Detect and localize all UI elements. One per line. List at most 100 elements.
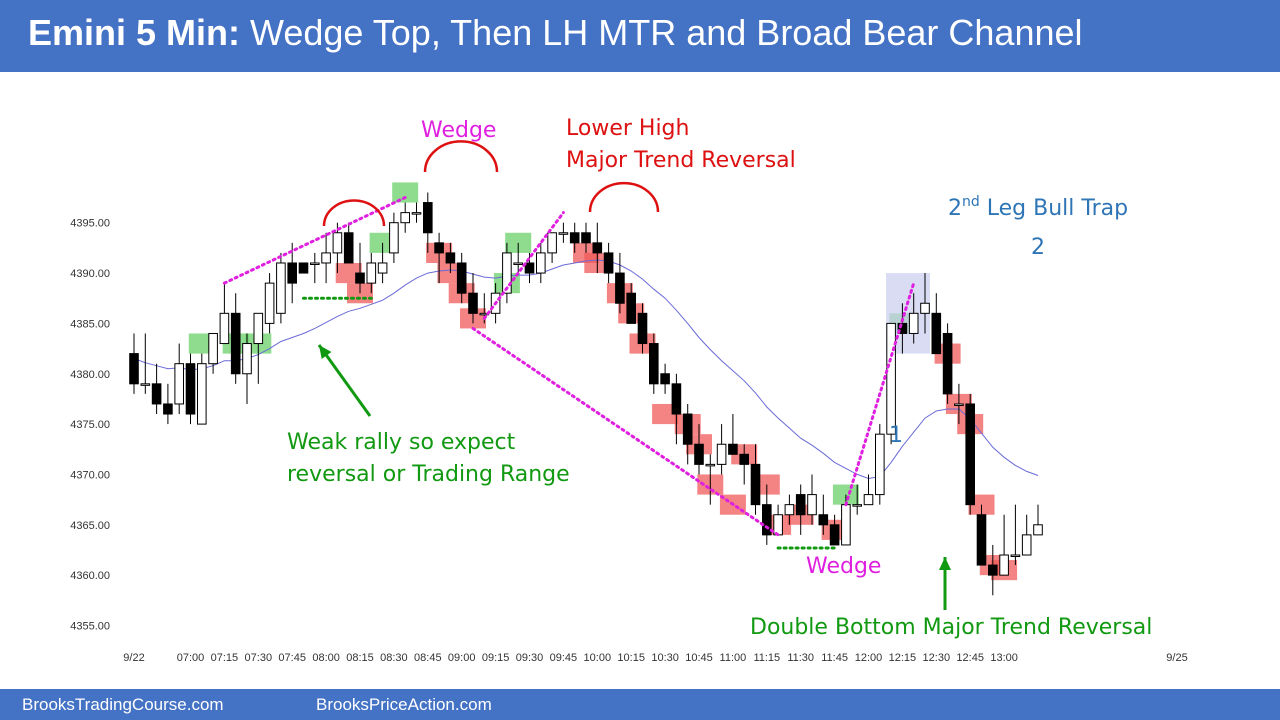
x-tick-label: 13:00 [990, 652, 1018, 664]
x-tick-label: 10:00 [584, 652, 612, 664]
candle [389, 212, 399, 263]
bull-candle-body [321, 252, 331, 264]
candle [682, 403, 693, 465]
bear-candle-body [795, 494, 806, 516]
bear-candle-body [728, 443, 738, 455]
x-tick-label: 12:45 [956, 652, 984, 664]
candle [999, 514, 1009, 576]
candle [163, 383, 173, 425]
candle [558, 222, 569, 243]
candle [377, 242, 388, 284]
bear-candle-body [434, 242, 444, 254]
candle [569, 222, 580, 253]
candle [762, 484, 772, 545]
bull-trap-number: 2 [948, 196, 962, 221]
wedge-top-trendline [222, 196, 407, 285]
bear-candle-body [287, 262, 297, 284]
candle [626, 283, 637, 324]
bear-candle-body [151, 383, 162, 405]
bull-candle-body [886, 322, 896, 435]
x-tick-label: 08:45 [414, 652, 442, 664]
bear-candle-body [524, 262, 535, 274]
annotation-weak-rally: Weak rally so expect [287, 430, 516, 455]
candle [818, 494, 829, 535]
bear-candle-body [818, 514, 829, 526]
bull-candle-body [1033, 524, 1043, 536]
footer-link-trading-course[interactable]: BrooksTradingCourse.com [22, 695, 224, 714]
candle [264, 273, 275, 334]
bull-candle-body [716, 443, 727, 465]
y-tick-label: 4370.00 [70, 469, 110, 481]
bull-candle-body [1010, 554, 1021, 558]
candle [423, 192, 433, 253]
bull-candle-body [863, 494, 874, 506]
annotation-wedge-bottom: Wedge [806, 554, 881, 579]
bear-candle-body [694, 443, 704, 465]
bull-signal-box [832, 484, 859, 505]
bear-candle-body [626, 292, 637, 324]
arrow-shaft [317, 344, 372, 417]
y-axis: 4355.00 4360.00 4365.00 4370.00 4375.00 4380.… [70, 218, 110, 633]
bull-candle-body [174, 363, 184, 405]
bear-candle-body [931, 312, 942, 355]
bear-candle-body [829, 524, 840, 546]
candle [287, 242, 297, 304]
candle [863, 474, 874, 506]
x-tick-label: 08:00 [312, 652, 340, 664]
bear-candle-body [762, 504, 772, 536]
x-axis: 9/22 07:00 07:15 07:30 07:45 08:00 08:15 08:30 0… [123, 652, 1187, 664]
arc-first-top [322, 199, 386, 227]
bull-candle-body [219, 312, 230, 345]
candles [129, 192, 1043, 596]
bear-candle-body [163, 403, 173, 415]
arc-wedge-top [423, 140, 499, 173]
candle [366, 252, 377, 294]
x-tick-label: 07:30 [245, 652, 273, 664]
candle [129, 333, 139, 394]
bear-candle-body [569, 232, 580, 244]
footer-link-price-action[interactable]: BrooksPriceAction.com [316, 695, 492, 714]
candle [1033, 504, 1043, 536]
candle [411, 202, 422, 223]
candle [321, 232, 331, 284]
x-tick-label: 9/22 [123, 652, 144, 664]
bear-candle-body [897, 322, 908, 334]
candle [468, 273, 478, 324]
candle [502, 242, 512, 304]
guide-lines [222, 140, 951, 610]
bull-candle-body [366, 262, 377, 284]
footer-bar: BrooksTradingCourse.com BrooksPriceActio… [0, 689, 1280, 720]
candle [208, 332, 218, 374]
double-bottom-arrow [939, 557, 951, 610]
bull-candle-body [536, 252, 546, 274]
annotation-lower-high: Lower High [566, 116, 689, 141]
bear-candle-body [230, 312, 241, 375]
bear-candle-body [660, 373, 670, 385]
candle [660, 363, 670, 394]
candle [230, 293, 241, 384]
annotation-double-bottom: Double Bottom Major Trend Reversal [750, 615, 1152, 640]
bull-candle-body [705, 463, 716, 467]
x-tick-label: 08:15 [346, 652, 374, 664]
candle [434, 232, 444, 284]
candle [637, 303, 648, 354]
bull-candle-body [954, 403, 964, 406]
bull-candle-body [310, 262, 320, 265]
bull-candle-body [908, 312, 919, 334]
bull-signal-box [392, 182, 419, 203]
x-tick-label: 10:30 [651, 652, 679, 664]
candle [536, 242, 546, 284]
bull-candle-body [197, 363, 207, 425]
candle [615, 252, 625, 314]
bull-candle-body [502, 252, 512, 294]
ema-line [133, 259, 1039, 480]
signal-boxes [188, 182, 1018, 581]
x-tick-label: 07:00 [177, 652, 205, 664]
candle [852, 484, 863, 515]
candle [253, 312, 264, 384]
candle [920, 273, 930, 334]
x-tick-label: 12:00 [855, 652, 883, 664]
title-text: Wedge Top, Then LH MTR and Broad Bear Ch… [240, 12, 1083, 53]
candle [671, 373, 682, 445]
x-tick-label: 07:15 [211, 652, 239, 664]
